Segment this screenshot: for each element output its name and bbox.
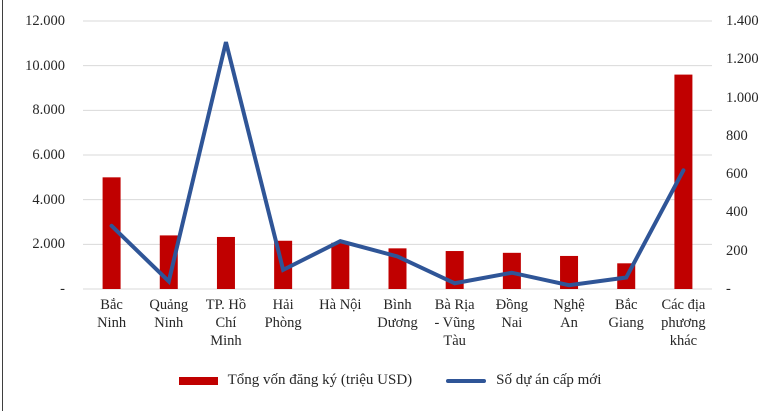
left-axis-tick-label: 10.000 (25, 57, 65, 74)
right-axis-tick-label: 1.200 (726, 51, 759, 68)
category-label: TP. Hồ Chí Minh (205, 297, 247, 350)
category-label: Bắc Giang (608, 297, 644, 332)
legend-item-bar-series: Tổng vốn đăng ký (triệu USD) (178, 372, 413, 389)
right-axis-tick-label: 200 (726, 242, 748, 259)
bar (331, 242, 350, 289)
left-axis-tick-label: 12.000 (25, 13, 65, 29)
right-axis-tick-label: 800 (726, 127, 748, 144)
line-series-swatch-icon (446, 378, 487, 383)
line-series-label: Số dự án cấp mới (496, 372, 602, 388)
left-axis-tick-label: 2.000 (32, 236, 65, 253)
right-axis-tick-label: 400 (726, 204, 748, 221)
bar (216, 236, 235, 289)
category-label: Bắc Ninh (97, 297, 127, 332)
category-label: Nghệ An (553, 297, 585, 332)
category-label: Quảng Ninh (149, 297, 189, 332)
right-axis-tick-label: 1.000 (726, 89, 759, 106)
line-series (109, 41, 686, 288)
right-axis-tick-label: 600 (726, 166, 748, 183)
left-axis-tick-label: 6.000 (32, 147, 65, 163)
category-label: Bà Rịa - Vũng Tàu (434, 297, 475, 350)
bar-series-label: Tổng vốn đăng ký (triệu USD) (227, 372, 413, 388)
bar-series-swatch-icon (178, 376, 218, 385)
right-axis-tick-label: - (726, 281, 731, 297)
left-axis-tick-label: 8.000 (32, 102, 65, 119)
category-label: Đồng Nai (495, 297, 528, 332)
bar (674, 74, 693, 289)
right-axis-tick-label: 1.400 (726, 13, 759, 29)
category-label: Các địa phương khác (661, 297, 706, 350)
category-label: Hà Nội (319, 297, 362, 313)
left-axis-tick-label: 4.000 (32, 191, 65, 208)
bar (560, 255, 579, 289)
category-label: Hải Phòng (264, 297, 302, 332)
page-edge-line (2, 0, 3, 411)
legend-item-line-series: Số dự án cấp mới (446, 372, 601, 389)
left-axis-tick-label: - (60, 281, 65, 297)
legend: Tổng vốn đăng ký (triệu USD) Số dự án cấ… (0, 372, 780, 389)
bar (102, 177, 121, 289)
category-label: Bình Dương (377, 297, 418, 332)
